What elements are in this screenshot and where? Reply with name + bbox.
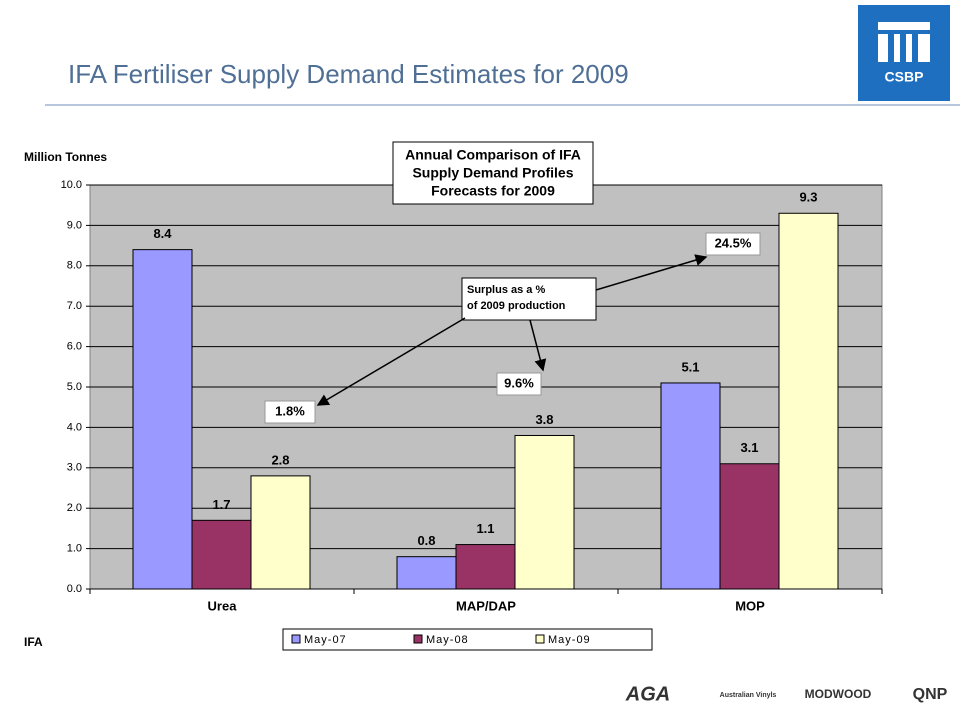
source: IFA xyxy=(24,635,43,649)
annotation: 1.8% xyxy=(275,403,305,418)
data-label: 3.8 xyxy=(535,412,553,427)
slide-title: IFA Fertiliser Supply Demand Estimates f… xyxy=(68,59,629,89)
bar xyxy=(660,382,721,590)
legend-swatch xyxy=(535,634,545,644)
logo-box xyxy=(858,5,950,101)
callout-box xyxy=(461,277,597,321)
annotation: 24.5% xyxy=(715,235,752,250)
chart-title-box xyxy=(392,141,594,205)
y-axis-label: Million Tonnes xyxy=(24,150,107,164)
annotation-box xyxy=(705,232,761,256)
y-tick-label: 1.0 xyxy=(67,543,82,555)
annotation-box xyxy=(264,400,316,424)
legend-swatch xyxy=(291,634,301,644)
annotation-box xyxy=(496,372,542,396)
data-label: 0.8 xyxy=(417,533,435,548)
data-label: 2.8 xyxy=(271,452,289,467)
y-tick-label: 10.0 xyxy=(61,179,82,191)
y-tick-label: 4.0 xyxy=(67,421,82,433)
callout-text: of 2009 production xyxy=(467,300,566,312)
y-tick-label: 7.0 xyxy=(67,300,82,312)
bar xyxy=(778,212,839,590)
y-tick-label: 2.0 xyxy=(67,502,82,514)
bar xyxy=(455,544,516,590)
chart-title: Annual Comparison of IFA xyxy=(405,147,581,163)
arrow xyxy=(595,254,708,291)
x-tick-label: Urea xyxy=(208,598,238,613)
bar xyxy=(250,475,311,590)
y-tick-label: 5.0 xyxy=(67,381,82,393)
data-label: 3.1 xyxy=(740,440,758,455)
footer-logo: Australian Vinyls xyxy=(720,692,777,699)
x-tick-label: MOP xyxy=(735,598,765,613)
callout-text: Surplus as a % xyxy=(467,284,545,296)
arrow xyxy=(529,319,547,372)
chart-title: Supply Demand Profiles xyxy=(412,165,573,181)
y-tick-label: 0.0 xyxy=(67,583,82,595)
y-tick-label: 9.0 xyxy=(67,219,82,231)
bar xyxy=(719,463,780,590)
x-tick-label: MAP/DAP xyxy=(456,598,516,613)
y-tick-label: 3.0 xyxy=(67,462,82,474)
legend-label: May-08 xyxy=(426,634,469,646)
footer-logo: QNP xyxy=(913,686,948,703)
legend-label: May-07 xyxy=(304,634,347,646)
legend-swatch xyxy=(413,634,423,644)
data-label: 1.1 xyxy=(476,521,494,536)
legend-label: May-09 xyxy=(548,634,591,646)
data-label: 8.4 xyxy=(153,226,172,241)
chart-title: Forecasts for 2009 xyxy=(431,183,555,199)
footer-logo: MODWOOD xyxy=(805,687,872,701)
bar xyxy=(191,519,252,590)
annotation: 9.6% xyxy=(504,375,534,390)
arrow xyxy=(316,317,466,406)
y-tick-label: 8.0 xyxy=(67,260,82,272)
data-label: 5.1 xyxy=(681,359,699,374)
logo-text: CSBP xyxy=(885,69,924,85)
bar xyxy=(396,556,457,590)
logo-icon xyxy=(878,22,930,62)
y-tick-label: 6.0 xyxy=(67,341,82,353)
bar xyxy=(514,434,575,590)
bar xyxy=(132,249,193,590)
legend-box xyxy=(282,628,653,651)
footer-logo: AGA xyxy=(625,683,670,705)
data-label: 9.3 xyxy=(799,190,817,205)
data-label: 1.7 xyxy=(212,497,230,512)
